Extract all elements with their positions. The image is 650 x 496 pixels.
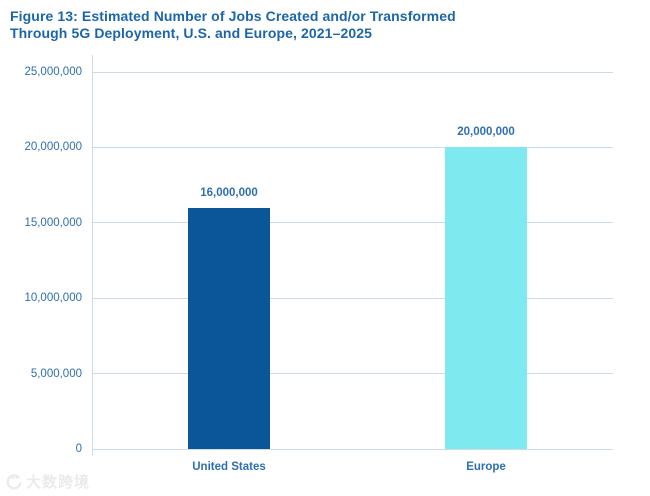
y-tick-label: 5,000,000 (30, 367, 82, 380)
gridline-0 (92, 448, 613, 450)
gridline-5000000 (92, 373, 613, 375)
gridline-20000000 (92, 146, 613, 148)
y-tick-label: 0 (75, 443, 82, 455)
watermark-text: 大数跨境 (26, 474, 91, 491)
gridline-10000000 (92, 297, 613, 299)
chart-title: Figure 13: Estimated Number of Jobs Crea… (10, 8, 456, 42)
bar-value-label-united-states: 16,000,000 (200, 186, 258, 199)
chart-title-line-2: Through 5G Deployment, U.S. and Europe, … (10, 25, 372, 41)
gridline-15000000 (92, 222, 613, 224)
y-tick-label: 25,000,000 (24, 66, 82, 78)
bar-europe (445, 147, 527, 449)
y-tick-label: 15,000,000 (24, 216, 82, 229)
bar-united-states (188, 207, 270, 449)
y-axis-line (92, 55, 93, 455)
x-category-label-united-states: United States (192, 461, 266, 473)
watermark: 大数跨境 (5, 471, 90, 492)
x-category-label-europe: Europe (466, 461, 506, 473)
bar-value-label-europe: 20,000,000 (457, 126, 515, 139)
chart-title-line-1: Figure 13: Estimated Number of Jobs Crea… (10, 8, 456, 24)
crescent-dots-logo-icon (5, 473, 23, 491)
gridline-25000000 (92, 71, 613, 73)
y-tick-label: 20,000,000 (24, 141, 82, 154)
y-tick-label: 10,000,000 (24, 292, 82, 305)
